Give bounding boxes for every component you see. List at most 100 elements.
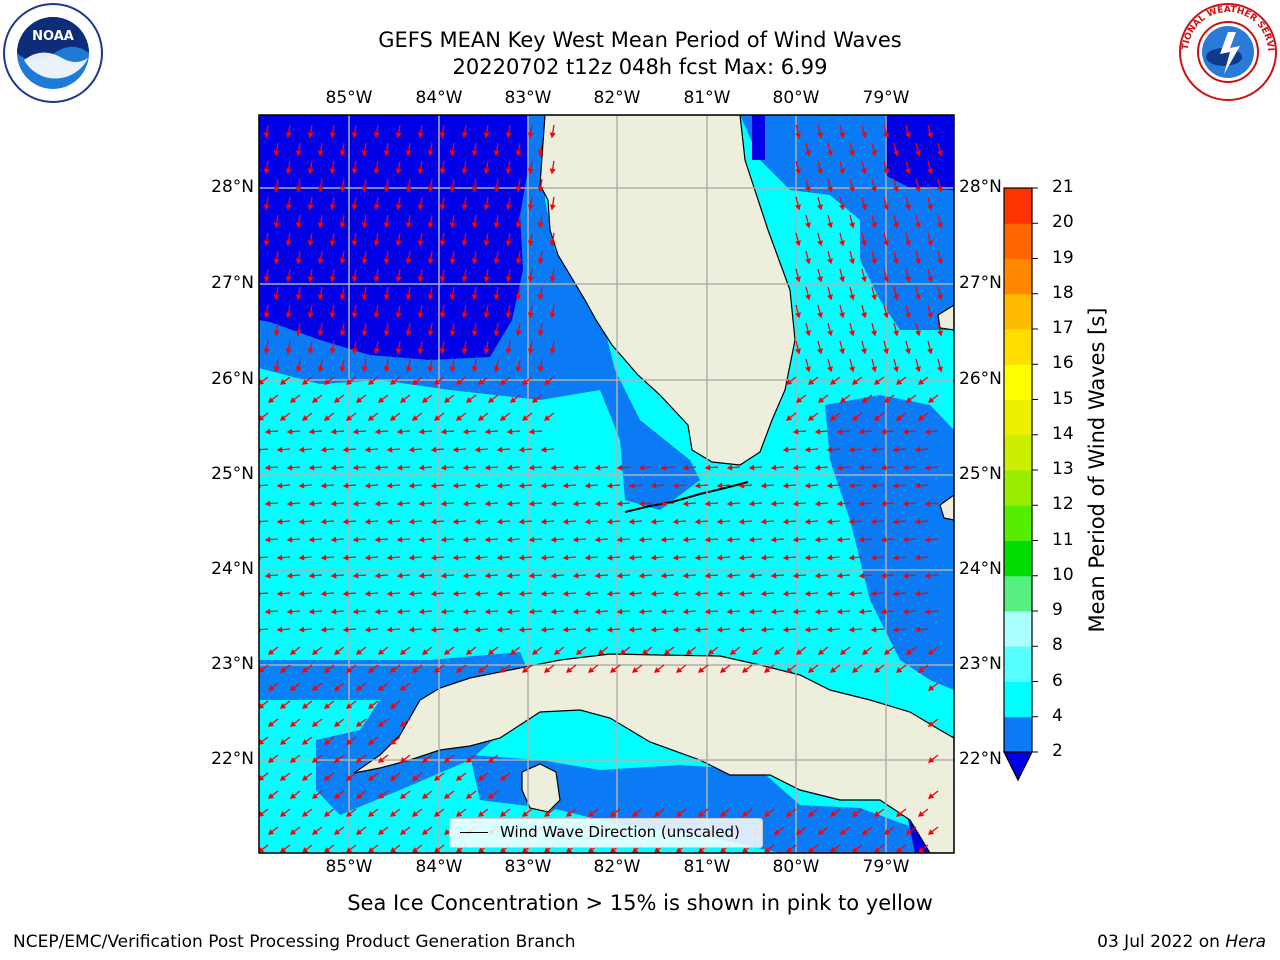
wind-arrow-head: [902, 464, 909, 471]
wind-arrow-head: [373, 168, 380, 175]
wind-arrow-head: [433, 775, 441, 781]
wind-arrow-head: [562, 626, 569, 633]
wind-arrow-head: [849, 258, 855, 265]
wind-arrow-head: [263, 168, 270, 175]
wind-arrow-head: [355, 685, 363, 691]
wind-arrow-head: [902, 536, 909, 543]
wind-arrow-head: [264, 608, 271, 615]
wind-arrow-head: [273, 222, 280, 229]
wind-arrow-head: [937, 150, 943, 157]
wind-arrow-head: [264, 500, 271, 507]
wind-arrow-head: [861, 204, 867, 211]
cuba-landmass: [353, 653, 954, 853]
wind-arrow-head: [273, 294, 280, 301]
wind-arrow-head: [462, 464, 469, 471]
wind-arrow-head: [298, 590, 305, 597]
lat-label-right: 24°N: [959, 559, 1002, 579]
wind-arrow-head: [817, 276, 823, 283]
wind-arrow-head: [892, 518, 899, 525]
wind-arrow-head: [663, 649, 671, 655]
wind-arrow-head: [367, 811, 375, 817]
wind-arrow-head: [430, 518, 437, 525]
wind-arrow-head: [311, 721, 319, 727]
wind-arrow-head: [279, 667, 287, 673]
wind-arrow-head: [672, 590, 679, 597]
lon-label-top: 81°W: [683, 88, 731, 108]
wind-arrow-head: [373, 348, 380, 355]
wind-arrow-head: [562, 590, 569, 597]
wind-arrow-head: [374, 428, 381, 435]
wind-arrow-head: [915, 258, 921, 265]
wind-arrow-head: [849, 186, 855, 193]
wind-arrow-head: [483, 276, 490, 283]
wind-arrow-head: [286, 572, 293, 579]
wind-arrow-head: [549, 168, 556, 175]
wind-arrow-head: [880, 428, 887, 435]
wind-arrow-head: [880, 608, 887, 615]
wind-arrow-head: [483, 132, 490, 139]
wind-arrow-head: [704, 500, 711, 507]
wind-arrow-head: [518, 626, 525, 633]
lon-label-top: 85°W: [325, 88, 373, 108]
wind-arrow-head: [660, 572, 667, 579]
wind-arrow-head: [858, 536, 865, 543]
wind-arrow-head: [817, 132, 823, 139]
wind-arrow-head: [417, 276, 424, 283]
wind-arrow-head: [927, 276, 933, 283]
wind-arrow-head: [937, 186, 943, 193]
wind-arrow-head: [537, 294, 544, 301]
wind-arrow-head: [914, 590, 921, 597]
wind-arrow-head: [323, 847, 331, 853]
wind-arrow-head: [386, 518, 393, 525]
wind-arrow-head: [285, 276, 292, 283]
wind-arrow-head: [893, 222, 899, 229]
wind-arrow-head: [307, 132, 314, 139]
wind-arrow-head: [455, 811, 463, 817]
wind-arrow-head: [477, 667, 485, 673]
wind-arrow-head: [650, 554, 657, 561]
lat-label-left: 26°N: [211, 369, 254, 389]
wind-arrow-head: [795, 168, 801, 175]
wind-arrow-head: [628, 626, 635, 633]
wind-arrow-head: [301, 739, 309, 745]
wind-arrow-head: [839, 829, 847, 835]
wind-arrow-head: [660, 500, 667, 507]
lon-label-top: 84°W: [415, 88, 463, 108]
wind-arrow-head: [289, 649, 297, 655]
wind-arrow-head: [528, 428, 535, 435]
wind-arrow-head: [805, 222, 811, 229]
wind-arrow-head: [439, 276, 446, 283]
wind-arrow-head: [264, 428, 271, 435]
wind-arrow-head: [672, 554, 679, 561]
wind-arrow-head: [408, 590, 415, 597]
wind-arrow-head: [471, 150, 478, 157]
wind-arrow-head: [417, 240, 424, 247]
wind-arrow-head: [660, 464, 667, 471]
wind-arrow-head: [405, 150, 412, 157]
wind-arrow-head: [914, 626, 921, 633]
wind-arrow-head: [279, 415, 287, 421]
wind-arrow-head: [320, 626, 327, 633]
wind-arrow-head: [374, 500, 381, 507]
wind-arrow-head: [323, 703, 331, 709]
wind-arrow-head: [427, 294, 434, 301]
wind-arrow-head: [364, 590, 371, 597]
wind-arrow-head: [839, 649, 847, 655]
wind-arrow-head: [902, 572, 909, 579]
wind-arrow-head: [286, 608, 293, 615]
wind-arrow-head: [320, 482, 327, 489]
wind-arrow-head: [367, 847, 375, 853]
wind-arrow-head: [543, 667, 551, 673]
wind-arrow-head: [461, 240, 468, 247]
wind-arrow-head: [861, 276, 867, 283]
wind-arrow-head: [386, 446, 393, 453]
wind-arrow-head: [792, 608, 799, 615]
wind-arrow-head: [276, 446, 283, 453]
wind-arrow-head: [483, 204, 490, 211]
wind-arrow-head: [399, 685, 407, 691]
wind-arrow-head: [383, 366, 390, 373]
wind-arrow-head: [549, 204, 556, 211]
wind-arrow-head: [267, 685, 275, 691]
wind-arrow-head: [506, 536, 513, 543]
wind-arrow-head: [295, 186, 302, 193]
